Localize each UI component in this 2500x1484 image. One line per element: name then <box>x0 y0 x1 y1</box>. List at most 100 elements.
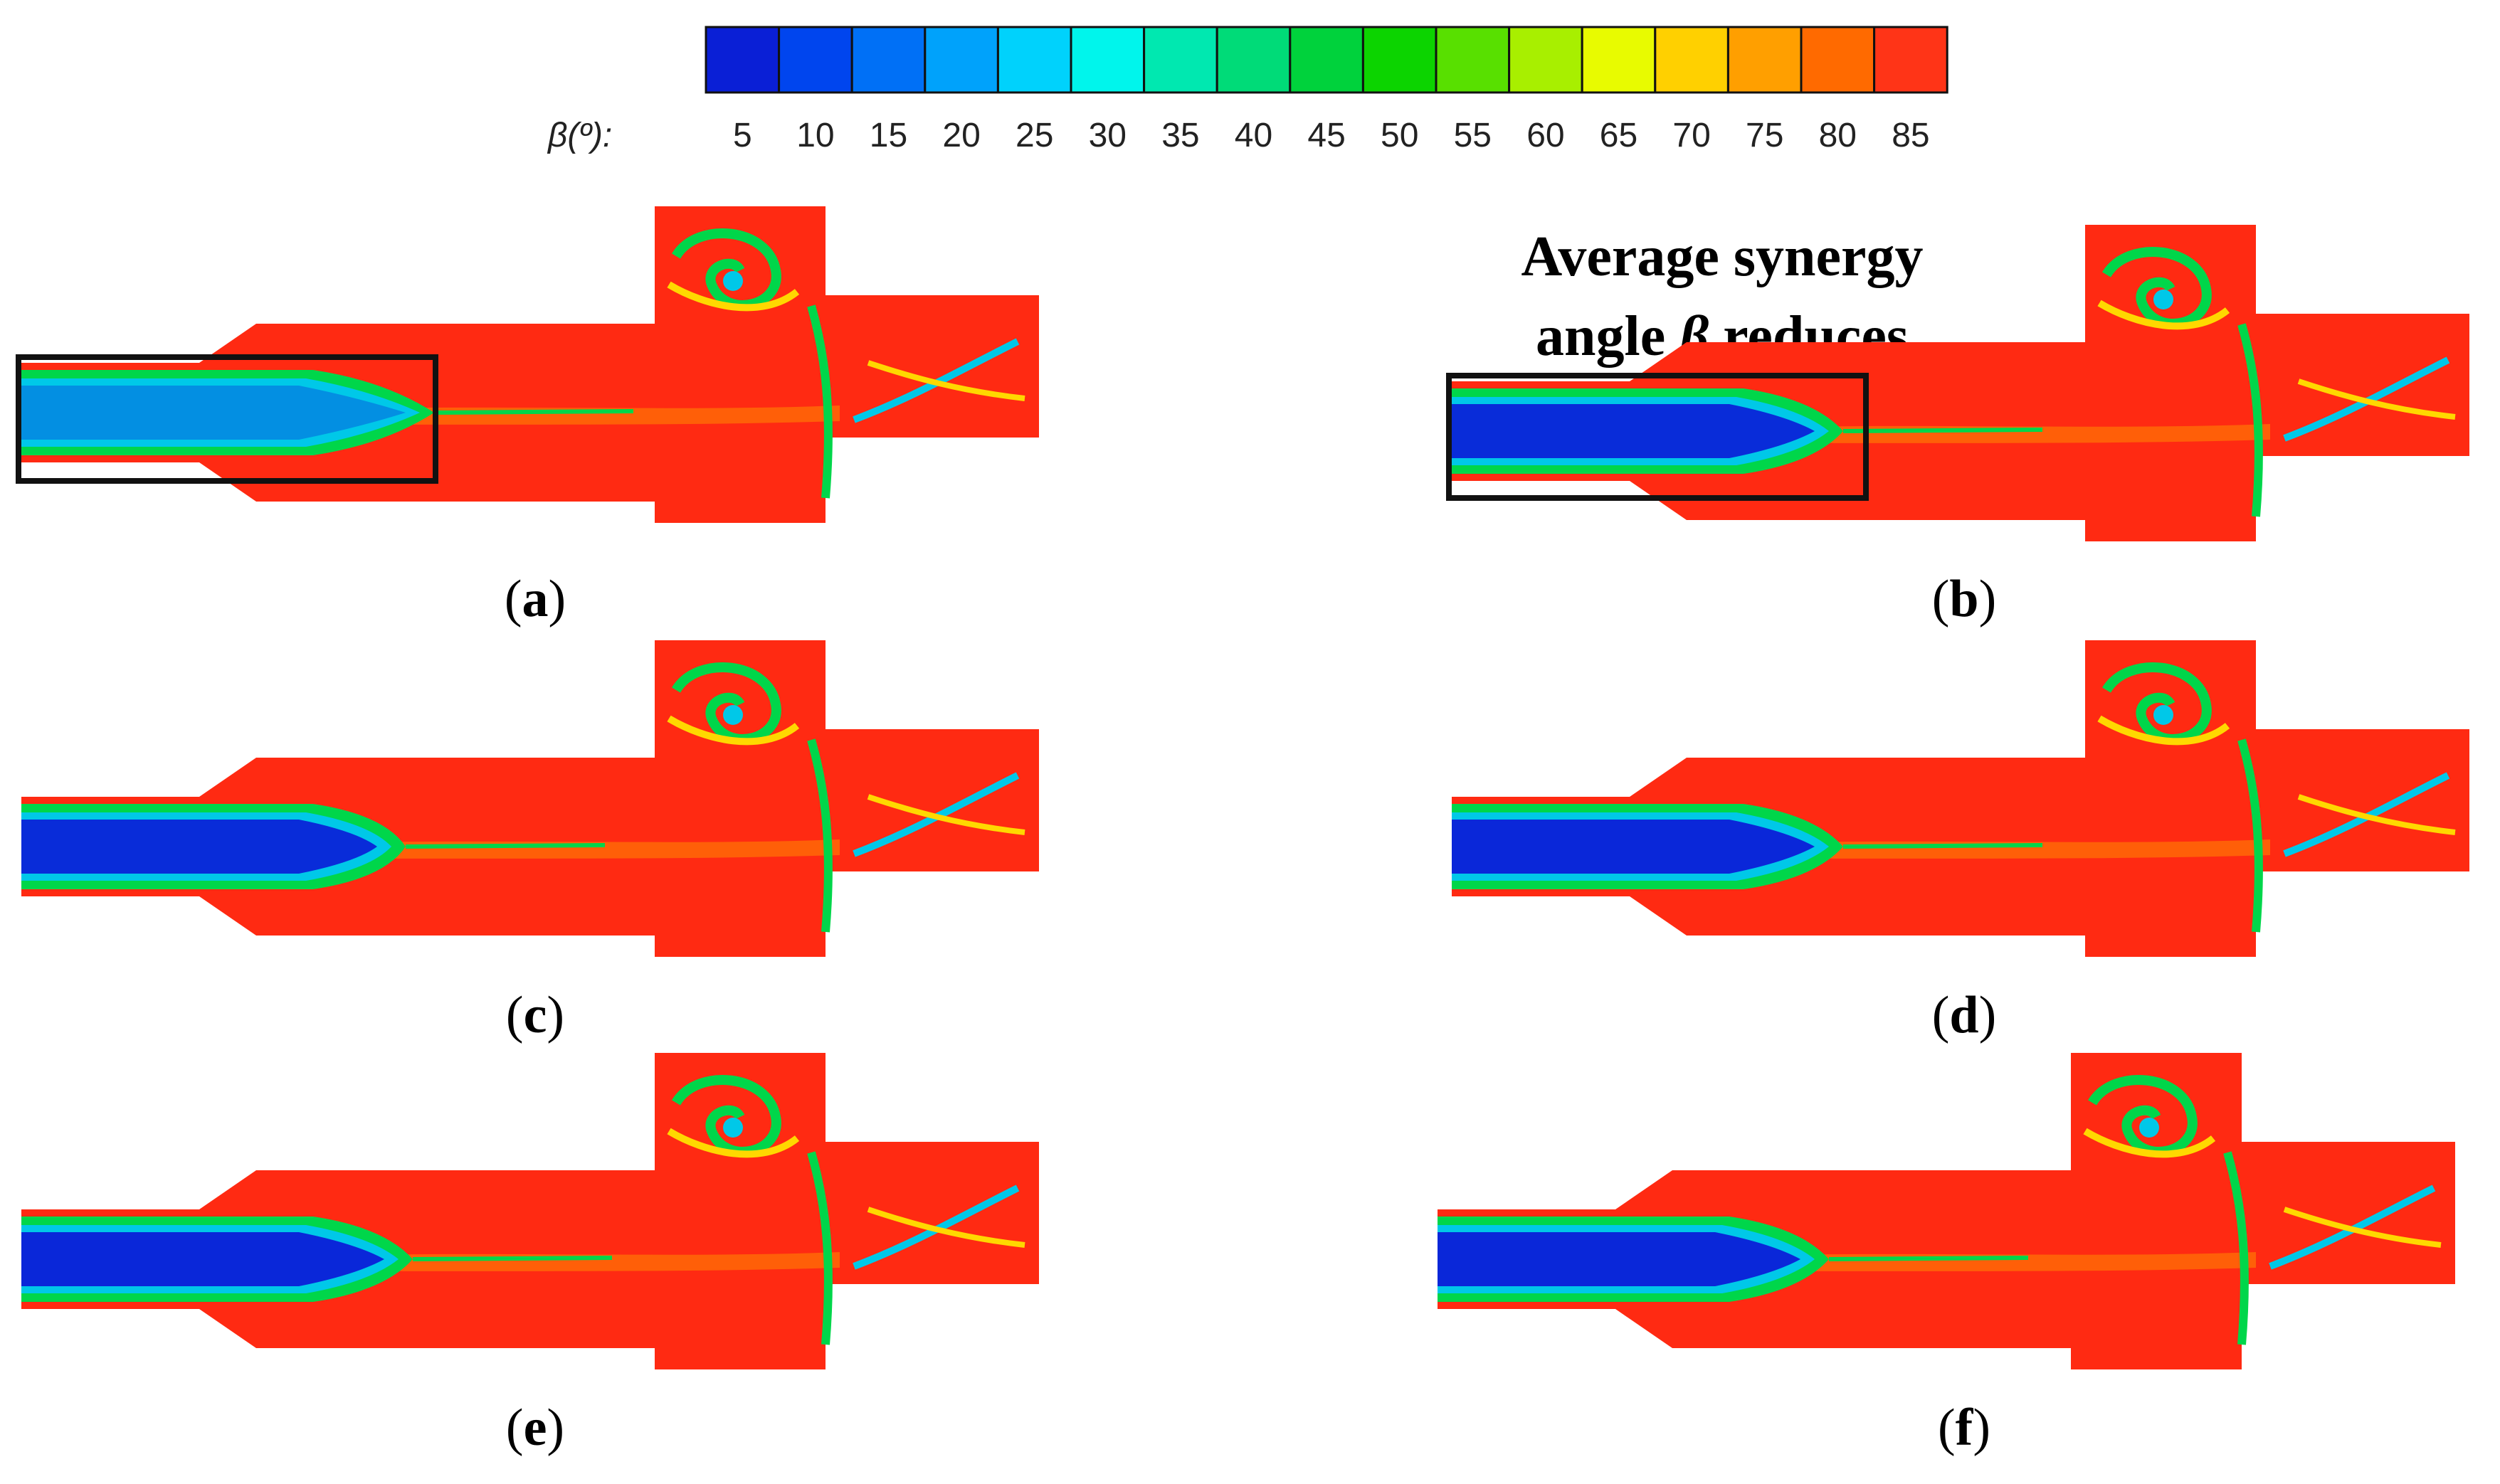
panel-c <box>14 633 1082 1017</box>
jet-core <box>1452 820 1815 874</box>
colorbar-tick-label: 55 <box>1454 117 1492 154</box>
jet-shell <box>21 378 420 447</box>
colorbar-swatch <box>924 26 999 94</box>
domain-shape <box>21 206 1039 523</box>
colorbar-swatch <box>1654 26 1729 94</box>
colorbar-tick-label: 80 <box>1819 117 1857 154</box>
outlet-streak-2 <box>867 360 1025 401</box>
domain-shape <box>21 640 1039 957</box>
vortex-swirl <box>672 228 781 310</box>
colorbar-tick-label: 45 <box>1307 117 1345 154</box>
vortex-center <box>723 271 743 291</box>
jet-core <box>21 820 377 874</box>
domain-shape <box>1452 225 2469 541</box>
vortex-swirl <box>2088 1075 2198 1157</box>
colorbar-tick-label: 35 <box>1161 117 1199 154</box>
wake-line <box>405 843 606 849</box>
branch-streak <box>807 304 833 499</box>
vortex-arm <box>667 281 800 312</box>
colorbar-swatch <box>1070 26 1146 94</box>
colorbar-swatch <box>1143 26 1218 94</box>
colorbar-swatch <box>996 26 1072 94</box>
caption-e: (e) <box>505 1399 565 1457</box>
colorbar-tick-label: 5 <box>733 117 752 154</box>
colorbar-swatch <box>1361 26 1438 94</box>
vortex-arm <box>2097 300 2230 330</box>
colorbar-tick-label: 65 <box>1600 117 1637 154</box>
contour-plot <box>21 640 1039 957</box>
outlet-streak-2 <box>2297 378 2456 420</box>
vortex-arm <box>2083 1128 2216 1158</box>
branch-streak <box>2237 738 2263 933</box>
colorbar-swatches <box>705 26 1948 94</box>
jet-core <box>1438 1232 1800 1286</box>
outlet-streak-2 <box>2283 1207 2442 1248</box>
contour-field <box>16 206 1039 523</box>
vortex-arm <box>2097 715 2230 746</box>
wake-line <box>1828 1256 2029 1261</box>
vortex-swirl <box>2102 247 2212 329</box>
wake-line <box>1842 428 2043 433</box>
wake-line <box>433 409 634 415</box>
jet-core <box>21 1232 384 1286</box>
vortex-swirl <box>2102 662 2212 744</box>
vortex-swirl <box>672 1075 781 1157</box>
outlet-streak-2 <box>2297 794 2456 835</box>
colorbar-legend: β(º): 5 10 15 20 25 30 35 40 45 50 55 60 65 70 75 80 85 <box>547 26 1948 154</box>
vortex-center <box>723 705 743 725</box>
colorbar-swatch <box>850 26 927 94</box>
vortex-arm <box>667 1128 800 1158</box>
caption-a: (a) <box>504 570 566 628</box>
colorbar-tick-label: 25 <box>1016 117 1053 154</box>
branch-streak <box>807 738 833 933</box>
contour-field <box>21 640 1039 957</box>
caption-b: (b) <box>1931 570 1997 628</box>
caption-d: (d) <box>1931 986 1997 1044</box>
colorbar-tick-label: 15 <box>870 117 907 154</box>
colorbar-ticks: 5 10 15 20 25 30 35 40 45 50 55 60 65 70 75 80 85 <box>733 117 1930 154</box>
colorbar-swatch <box>1873 26 1948 94</box>
colorbar-tick-label: 85 <box>1892 117 1929 154</box>
colorbar-swatch <box>1435 26 1511 94</box>
caption-f: (f) <box>1938 1399 1990 1457</box>
vortex-center <box>2153 705 2173 725</box>
colorbar-tick-label: 10 <box>796 117 834 154</box>
vortex-swirl <box>672 662 781 744</box>
colorbar-swatch <box>1726 26 1803 94</box>
vortex-center <box>723 1118 743 1138</box>
branch-streak <box>807 1151 833 1345</box>
contour-field <box>1446 225 2469 541</box>
colorbar-tick-label: 30 <box>1089 117 1127 154</box>
annotation-line-1: Average synergy <box>1521 226 1924 288</box>
panel-a <box>14 199 1082 583</box>
jet-core <box>1452 404 1815 458</box>
contour-plot <box>21 1053 1039 1369</box>
outlet-streak-2 <box>867 794 1025 835</box>
panel-d <box>1445 633 2500 1017</box>
wake-line <box>412 1256 613 1261</box>
colorbar-tick-label: 40 <box>1235 117 1272 154</box>
contour-plot <box>1446 225 2469 541</box>
domain-shape <box>21 1053 1039 1369</box>
contour-plot <box>1452 640 2469 957</box>
colorbar-tick-label: 75 <box>1746 117 1783 154</box>
branch-streak <box>2223 1151 2249 1345</box>
panel-e <box>14 1046 1082 1430</box>
colorbar-tick-label: 60 <box>1526 117 1564 154</box>
contour-field <box>21 1053 1039 1369</box>
highlight-box <box>1446 373 1869 501</box>
vortex-center <box>2139 1118 2159 1138</box>
colorbar-swatch <box>778 26 853 94</box>
contour-field <box>1438 1053 2455 1369</box>
branch-streak <box>2237 323 2263 517</box>
colorbar-tick-label: 70 <box>1672 117 1710 154</box>
vortex-arm <box>667 715 800 746</box>
contour-plot <box>16 206 1039 523</box>
highlight-box <box>16 354 438 484</box>
jet-core <box>21 386 406 440</box>
colorbar-label: β(º): <box>547 117 612 154</box>
caption-c: (c) <box>505 986 565 1044</box>
vortex-center <box>2153 290 2173 309</box>
colorbar-swatch <box>1508 26 1583 94</box>
colorbar-swatch <box>705 26 781 94</box>
